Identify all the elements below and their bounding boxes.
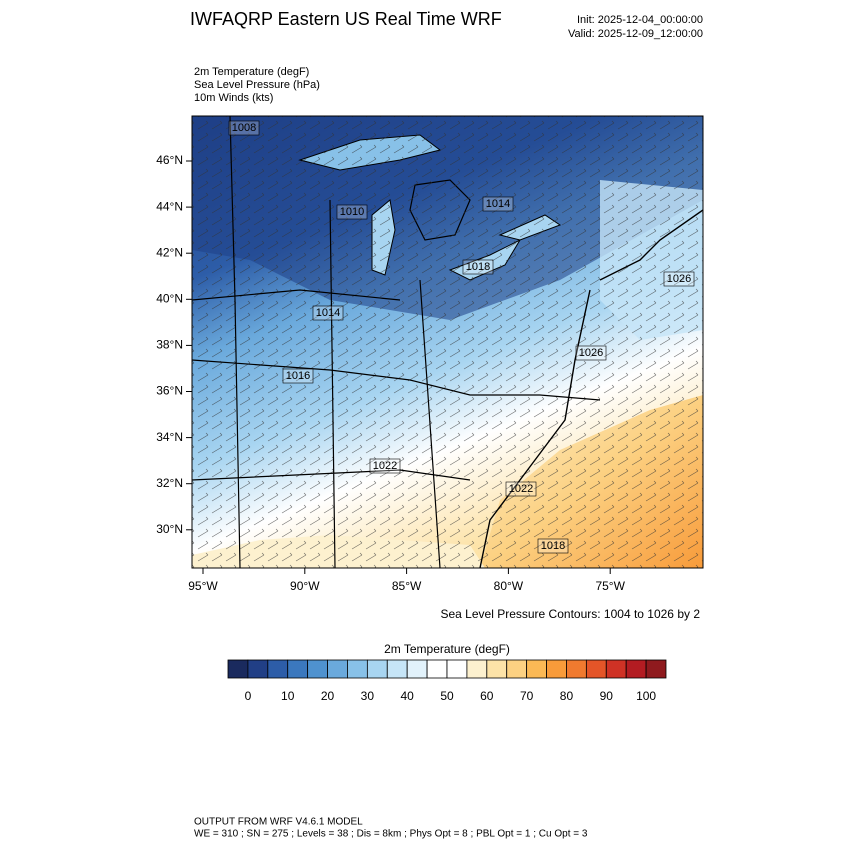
colorbar-swatch [366,659,388,679]
contour-labels: 1008 1010 1014 1018 1026 1014 1016 1026 1022 1022… [228,120,695,554]
contour-label-box [537,538,569,554]
contour-label: 1016 [286,370,310,382]
colorbar-swatch [247,659,269,679]
contour-label-box [505,481,537,497]
colorbar-swatch [506,659,528,679]
title: IWFAQRP Eastern US Real Time WRF [190,9,502,29]
contour-label-box [482,196,514,212]
contour-label-box [282,368,314,384]
colorbar-tick-label: 80 [560,689,574,703]
contour-label: 1026 [667,273,691,285]
lon-axis: 95°W 90°W 85°W 80°W 75°W [188,568,626,593]
contour-label-box [462,259,494,275]
lon-label: 95°W [188,579,218,593]
colorbar-swatch [466,659,488,679]
colorbar-swatch [546,659,567,679]
footer-model: OUTPUT FROM WRF V4.6.1 MODEL [194,817,363,828]
lat-label: 32°N [156,476,183,490]
lat-label: 46°N [156,153,183,167]
valid-time: Valid: 2025-12-09_12:00:00 [568,28,703,40]
contour-label-box [369,458,401,474]
contour-label-box [336,204,368,220]
colorbar-tick-label: 60 [480,689,494,703]
colorbar-swatch [566,659,587,679]
colorbar-swatch [267,659,289,679]
lat-axis: 46°N 44°N 42°N 40°N 38°N 36°N 34°N 32°N 30°N [156,153,192,536]
contour-label: 1022 [373,460,397,472]
contour-label: 1026 [579,347,603,359]
colorbar-swatch [406,659,428,679]
colorbar-tick-label: 100 [636,689,656,703]
footer-settings: WE = 310 ; SN = 275 ; Levels = 38 ; Dis … [194,829,588,840]
contour-label: 1018 [541,540,565,552]
contour-label: 1010 [340,206,364,218]
colorbar-swatch [227,659,249,679]
colorbar-swatch [526,659,547,679]
contour-label-box [228,120,260,136]
contour-label: 1014 [316,307,340,319]
colorbar-tick-label: 40 [401,689,415,703]
colorbar-swatch [446,659,468,679]
colorbar-swatch [426,659,448,679]
colorbar-tick-label: 50 [440,689,454,703]
field-label: 10m Winds (kts) [194,92,273,104]
lat-label: 40°N [156,291,183,305]
colorbar-swatch [347,659,368,679]
contour-label: 1014 [486,198,510,210]
lat-label: 34°N [156,430,183,444]
colorbar-tick-label: 90 [600,689,614,703]
colorbar-tick-label: 30 [361,689,375,703]
lon-label: 90°W [290,579,320,593]
colorbar-swatch [605,659,627,679]
contour-label-box [312,305,344,321]
map-frame [191,115,704,569]
colorbar-swatch [307,659,328,679]
lon-label: 80°W [494,579,524,593]
colorbar-swatch [327,659,348,679]
contour-label-box [575,345,607,361]
lat-label: 44°N [156,199,183,213]
contour-label: 1018 [466,261,490,273]
lon-label: 75°W [595,579,625,593]
colorbar-tick-label: 0 [245,689,252,703]
lat-label: 42°N [156,245,183,259]
init-time: Init: 2025-12-04_00:00:00 [577,14,703,26]
colorbar-tick-label: 10 [281,689,295,703]
lat-label: 30°N [156,522,183,536]
lat-label: 36°N [156,384,183,398]
colorbar-swatch [585,659,607,679]
lon-label: 85°W [392,579,422,593]
colorbar-swatch [486,659,508,679]
lat-label: 38°N [156,338,183,352]
colorbar-swatch [645,659,667,679]
contour-label: 1022 [509,483,533,495]
colorbar-tick-label: 20 [321,689,335,703]
colorbar-swatch [625,659,647,679]
contour-label-box [663,271,695,287]
colorbar-tick-label: 70 [520,689,534,703]
colorbar: 0 10 20 30 40 50 60 70 80 90 100 [227,659,667,703]
map-area: 1008 1010 1014 1018 1026 1014 1016 1026 1022 1022… [192,116,703,568]
contour-label: 1008 [232,122,256,134]
field-label: Sea Level Pressure (hPa) [194,79,320,91]
contour-note: Sea Level Pressure Contours: 1004 to 102… [441,607,701,621]
colorbar-title: 2m Temperature (degF) [384,642,510,656]
field-label: 2m Temperature (degF) [194,66,309,78]
colorbar-swatch [287,659,309,679]
colorbar-swatch [386,659,408,679]
